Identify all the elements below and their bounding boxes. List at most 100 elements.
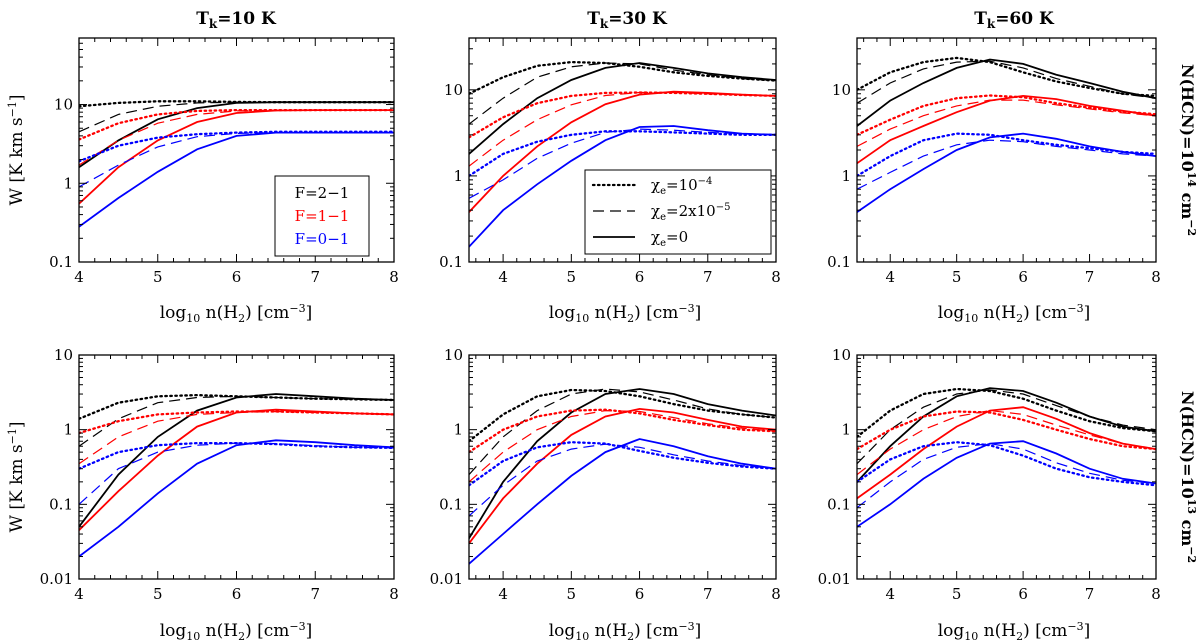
x-tick-label: 4 [885, 268, 895, 286]
series-line-5 [79, 109, 394, 166]
legend-F-item: F=0−1 [295, 230, 350, 248]
series-line-2 [79, 101, 394, 133]
y-tick-label: 0.1 [439, 253, 463, 271]
panel-top-right: 4 5 6 7 8 0.1 1 10 [827, 37, 1161, 286]
series-line-8 [857, 139, 1156, 190]
series-line-9 [79, 131, 394, 228]
x-tick-label: 6 [1018, 268, 1028, 286]
x-tick-label: 4 [74, 268, 84, 286]
legend-F: F=2−1 F=1−1 F=0−1 [274, 175, 370, 257]
x-axis-title-5: log10 n(H2) [cm−3] [549, 620, 702, 642]
y-axis-title-bottom: W [K km s−1] [6, 421, 27, 532]
x-tick-label: 6 [635, 268, 645, 286]
y-tick-label: 10 [444, 346, 463, 364]
x-tick-label: 8 [1151, 585, 1161, 603]
y-tick-label: 1 [63, 174, 73, 192]
x-tick-label: 7 [703, 585, 713, 603]
ticks [78, 37, 395, 263]
y-tick-label: 1 [453, 167, 463, 185]
series-line-6 [469, 90, 776, 213]
plot-frame [856, 354, 1157, 580]
series-line-1 [469, 60, 776, 95]
series-line-8 [79, 442, 394, 505]
y-tick-label: 10 [832, 346, 851, 364]
y-tick-label: 10 [832, 81, 851, 99]
y-tick-label: 0.1 [439, 495, 463, 513]
x-tick-label: 8 [771, 268, 781, 286]
series-line-2 [79, 395, 394, 447]
col-title-3: Tk=60 K [974, 9, 1055, 31]
y-tick-label: 1 [841, 167, 851, 185]
series-group [469, 60, 776, 248]
ticks [857, 37, 1157, 263]
series-line-2 [469, 62, 776, 125]
series-line-5 [857, 99, 1156, 147]
series-line-2 [857, 389, 1156, 465]
series-line-9 [857, 440, 1156, 528]
x-tick-label: 8 [389, 268, 399, 286]
ticks [469, 37, 777, 263]
panels: 4 5 6 7 8 0.1 1 10 F=2−1 F=1−1 F=0−1 4 5 6 7 8 0.1 1 10 χe=… [40, 37, 1161, 603]
x-axis-title-3: log10 n(H2) [cm−3] [938, 302, 1091, 325]
legend-F-item: F=1−1 [295, 207, 350, 225]
x-tick-label: 7 [703, 268, 713, 286]
series-line-5 [469, 409, 776, 483]
x-tick-label: 7 [1085, 268, 1095, 286]
series-line-7 [857, 132, 1156, 178]
legend-chi-item: χe=0 [651, 228, 688, 249]
series-line-4 [469, 408, 776, 454]
plot-frame [468, 354, 777, 580]
series-line-1 [857, 387, 1156, 439]
series-line-8 [469, 128, 776, 199]
y-tick-label: 0.01 [40, 570, 73, 588]
panel-bottom-middle: 4 5 6 7 8 0.01 0.1 1 10 [430, 346, 781, 603]
legend-F-item: F=2−1 [295, 184, 350, 202]
y-tick-label: 1 [453, 421, 463, 439]
x-tick-label: 6 [232, 268, 242, 286]
y-tick-label: 10 [54, 96, 73, 114]
x-tick-label: 4 [74, 585, 84, 603]
legend-box [274, 175, 370, 257]
series-line-3 [857, 387, 1156, 483]
y-tick-label: 1 [63, 421, 73, 439]
series-group [79, 393, 394, 558]
series-line-6 [857, 406, 1156, 500]
series-line-4 [857, 94, 1156, 136]
col-title-1: Tk=10 K [196, 9, 277, 31]
x-tick-label: 4 [498, 585, 508, 603]
panel-bottom-right: 4 5 6 7 8 0.01 0.1 1 10 [818, 346, 1161, 603]
series-line-2 [857, 60, 1156, 104]
series-line-2 [469, 388, 776, 476]
series-line-5 [469, 91, 776, 167]
series-line-4 [857, 410, 1156, 451]
x-tick-label: 5 [952, 268, 962, 286]
legend-box [584, 169, 772, 255]
series-line-7 [469, 130, 776, 178]
series-line-1 [857, 56, 1156, 98]
x-axis-title-1: log10 n(H2) [cm−3] [160, 302, 313, 325]
series-group [857, 56, 1156, 213]
y-tick-label: 10 [444, 81, 463, 99]
x-tick-label: 6 [232, 585, 242, 603]
series-line-6 [79, 109, 394, 205]
x-tick-label: 8 [389, 585, 399, 603]
series-line-3 [469, 388, 776, 539]
x-tick-label: 6 [1018, 585, 1028, 603]
series-line-9 [79, 439, 394, 558]
x-tick-label: 5 [567, 585, 577, 603]
y-tick-label: 0.1 [827, 495, 851, 513]
panel-top-left: 4 5 6 7 8 0.1 1 10 F=2−1 F=1−1 F=0−1 [49, 37, 399, 286]
x-tick-label: 8 [771, 585, 781, 603]
x-tick-label: 5 [567, 268, 577, 286]
row-label-1: N(HCN)=1014 cm−2 [1178, 64, 1198, 236]
x-tick-label: 5 [952, 585, 962, 603]
y-axis-title-top: W [K km s−1] [6, 94, 27, 205]
x-tick-label: 4 [885, 585, 895, 603]
series-line-6 [79, 408, 394, 531]
series-line-4 [79, 410, 394, 435]
ticks [857, 354, 1157, 580]
series-line-5 [857, 409, 1156, 476]
series-line-7 [857, 441, 1156, 487]
x-tick-label: 6 [635, 585, 645, 603]
